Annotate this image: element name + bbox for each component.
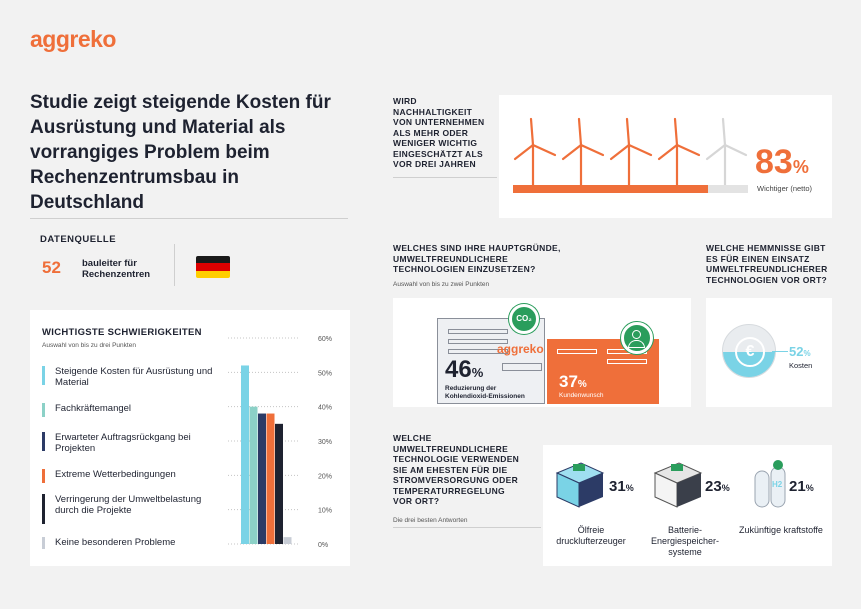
wind-turbine-icon — [609, 117, 653, 192]
legend-label: Extreme Wetterbedingungen — [55, 469, 176, 480]
sustainability-question: WIRD NACHHALTIGKEIT VON UNTERNEHMEN ALS … — [393, 96, 485, 169]
tech-1-value: 31% — [609, 478, 634, 495]
tick-label: 50% — [318, 370, 332, 377]
datasource-count: 52 — [42, 258, 61, 277]
challenges-card: WICHTIGSTE SCHWIERIGKEITEN Auswahl von b… — [30, 310, 350, 566]
co2-cloud-icon: CO₂ — [509, 304, 539, 334]
legend-label: Steigende Kosten für Ausrüstung und Mate… — [55, 366, 213, 388]
sustainability-card: 83% Wichtiger (netto) — [499, 95, 832, 218]
legend-label: Erwarteter Auftragsrückgang bei Projekte… — [55, 432, 191, 454]
wind-turbine-icon — [513, 117, 557, 192]
technology-card: 31% Ölfreie drucklufterzeuger 23% Batter… — [543, 445, 832, 566]
legend-item: Extreme Wetterbedingungen — [42, 469, 215, 483]
sustainability-value: 83% — [755, 143, 809, 181]
tech-3-value: 21% — [789, 478, 814, 495]
customer-chat-icon — [621, 322, 653, 354]
bar — [241, 365, 249, 544]
reason-1-value: 46% — [445, 356, 484, 383]
page-title: Studie zeigt steigende Kosten für Ausrüs… — [30, 92, 331, 213]
document-logo: aggreko — [497, 342, 544, 356]
legend-label: Fachkräftemangel — [55, 403, 132, 414]
technology-rule — [393, 527, 541, 528]
aggreko-logo[interactable]: aggreko — [30, 26, 116, 52]
sustainability-rule — [393, 177, 497, 178]
tech-3-label: Zukünftige kraftstoffe — [739, 525, 823, 535]
legend-label: Verringerung der Umweltbelastung durch d… — [55, 494, 202, 516]
datasource-label: DATENQUELLE — [40, 234, 117, 245]
reason-2-value: 37% — [559, 372, 587, 391]
legend-item: Steigende Kosten für Ausrüstung und Mate… — [42, 366, 215, 388]
legend-item: Fachkräftemangel — [42, 403, 215, 417]
wind-turbine-icon — [657, 117, 701, 192]
tech-2-value: 23% — [705, 478, 730, 495]
challenges-bar-chart: 60% 50% 40% 30% 20% 10% 0% — [228, 336, 332, 549]
hydrogen-tanks-icon: H2 — [754, 460, 786, 508]
tick-label: 40% — [318, 405, 332, 412]
sustainability-progress-track — [513, 185, 748, 193]
barrier-line — [772, 351, 788, 352]
euro-coin-icon: € — [722, 324, 776, 378]
tick-label: 20% — [318, 473, 332, 480]
bar — [266, 413, 275, 544]
reason-1-label: Reduzierung der Kohlendioxid-Emissionen — [445, 385, 525, 400]
challenges-subtitle: Auswahl von bis zu drei Punkten — [42, 342, 136, 349]
barrier-value: 52% — [789, 344, 811, 359]
reason-2-label: Kundenwunsch — [559, 392, 604, 399]
sustainability-progress-fill — [513, 185, 709, 193]
tick-label: 10% — [318, 508, 332, 515]
barriers-card: € 52% Kosten — [706, 298, 832, 407]
wind-turbine-icon — [561, 117, 605, 192]
wind-turbines — [513, 117, 748, 192]
tick-label: 60% — [318, 336, 332, 343]
title-divider — [30, 218, 348, 219]
technology-question: WELCHE UMWELTFREUNDLICHERE TECHNOLOGIE V… — [393, 433, 520, 506]
datasource-divider — [174, 244, 175, 286]
germany-flag-icon — [196, 256, 230, 278]
bar — [249, 406, 258, 544]
tech-2-label: Batterie-Energiespeicher-systeme — [650, 525, 720, 557]
reasons-subtitle: Auswahl von bis zu zwei Punkten — [393, 281, 490, 288]
datasource-description: bauleiter für Rechenzentren — [82, 258, 151, 280]
barriers-question: WELCHE HEMMNISSE GIBT ES FÜR EINEN EINSA… — [706, 243, 828, 285]
barrier-label: Kosten — [789, 361, 813, 370]
hydrogen-tank-label: H2 — [772, 480, 783, 489]
battery-storage-icon — [653, 462, 703, 508]
tech-1-label: Ölfreie drucklufterzeuger — [556, 525, 626, 546]
tick-label: 30% — [318, 439, 332, 446]
compressor-icon — [555, 462, 605, 508]
legend-item: Erwarteter Auftragsrückgang bei Projekte… — [42, 432, 215, 454]
challenges-title: WICHTIGSTE SCHWIERIGKEITEN — [42, 327, 202, 338]
bar — [283, 537, 292, 544]
tick-label: 0% — [318, 542, 328, 549]
bar — [258, 413, 266, 544]
reasons-card: CO₂ 46% Reduzierung der Kohlendioxid-Emi… — [393, 298, 691, 407]
reasons-question: WELCHES SIND IHRE HAUPTGRÜNDE, UMWELTFRE… — [393, 243, 561, 274]
wind-turbine-icon — [705, 117, 748, 192]
sustainability-caption: Wichtiger (netto) — [757, 184, 813, 193]
bar — [275, 423, 283, 544]
legend-item: Verringerung der Umweltbelastung durch d… — [42, 494, 215, 524]
technology-subtitle: Die drei besten Antworten — [393, 517, 468, 524]
legend-item: Keine besonderen Probleme — [42, 537, 215, 549]
legend-label: Keine besonderen Probleme — [55, 537, 176, 548]
